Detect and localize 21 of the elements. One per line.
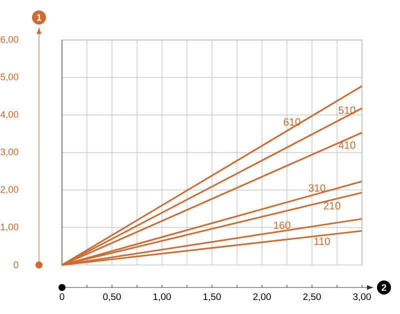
x-tick-label: 0,50 [103,293,121,302]
series-label: 410 [338,141,356,149]
x-tick-label: 3,00 [353,293,371,302]
x-tick-label: 2,50 [303,293,321,302]
y-tick-label: 0 [14,262,18,268]
series-label: 310 [308,184,326,192]
series-label: 160 [274,222,290,229]
y-tick-label: 4,00 [0,111,18,119]
y-tick-label: 5,00 [0,74,18,82]
x-tick-label: 0 [60,293,64,300]
y-tick-label: 2,00 [0,186,18,194]
y-tick-label: 1,00 [0,224,18,232]
y-tick-label: 6,00 [0,36,18,44]
x-tick-label: 2,00 [253,293,271,302]
series-label: 210 [324,202,340,210]
series-label: 110 [314,238,330,246]
x-tick-label: 1,00 [154,293,171,302]
x-axis-title: 2 [382,284,386,291]
y-tick-label: 3,00 [0,148,18,156]
x-tick-label: 1,50 [204,293,221,302]
y-axis-title: 1 [36,14,42,21]
